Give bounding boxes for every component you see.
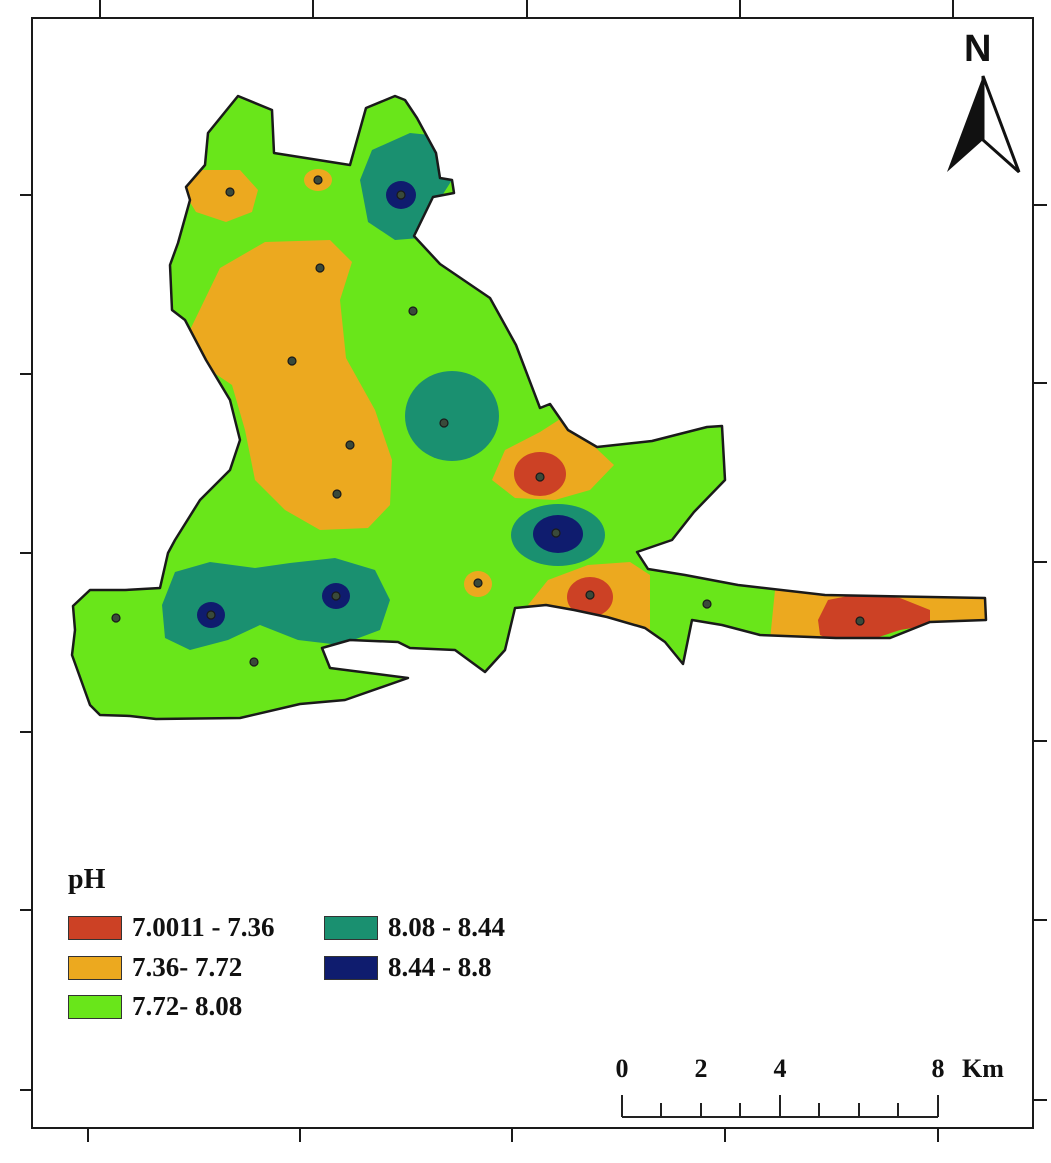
legend-label: 8.44 - 8.8: [388, 952, 492, 982]
legend-item-class-1: 7.0011 - 7.36: [68, 912, 275, 943]
legend-item-class-4: 8.08 - 8.44: [324, 912, 505, 943]
sample-point: [206, 610, 216, 620]
sample-point: [439, 418, 449, 428]
legend-swatch: [324, 955, 378, 980]
sample-point: [585, 590, 595, 600]
legend-swatch: [68, 915, 122, 940]
legend-item-class-3: 7.72- 8.08: [68, 991, 242, 1022]
study-area-boundary: [70, 94, 988, 721]
legend-title: pH: [68, 864, 106, 895]
legend-swatch: [68, 955, 122, 980]
sample-point: [315, 263, 325, 273]
legend-label: 7.72- 8.08: [132, 991, 243, 1021]
sample-point: [408, 306, 418, 316]
sample-point: [111, 613, 121, 623]
legend-item-class-2: 7.36- 7.72: [68, 952, 242, 983]
ph-surface: [72, 96, 986, 719]
legend-swatch: [324, 915, 378, 940]
scale-tick-label: 0: [615, 1054, 629, 1083]
sample-point: [702, 599, 712, 609]
sample-point: [473, 578, 483, 588]
frame-ticks: [20, 0, 1047, 1142]
scale-tick-label: 8: [931, 1054, 945, 1083]
legend-swatch: [68, 994, 122, 1019]
sample-point: [332, 489, 342, 499]
sample-point: [535, 472, 545, 482]
legend-label: 7.0011 - 7.36: [132, 912, 275, 942]
legend-label: 8.08 - 8.44: [388, 912, 505, 942]
north-label: N: [964, 28, 992, 70]
sample-point: [345, 440, 355, 450]
legend-label: 7.36- 7.72: [132, 952, 243, 982]
legend-item-class-5: 8.44 - 8.8: [324, 952, 492, 983]
sample-point: [249, 657, 259, 667]
scale-tick-label: 2: [694, 1054, 708, 1083]
sample-point: [287, 356, 297, 366]
scale-unit: Km: [962, 1054, 1004, 1083]
scale-bar: [621, 1095, 939, 1118]
sample-point: [313, 175, 323, 185]
sample-point: [855, 616, 865, 626]
sample-point: [331, 591, 341, 601]
sample-point: [551, 528, 561, 538]
sample-points: [111, 175, 865, 667]
north-arrow-icon: [947, 75, 1021, 174]
sample-point: [396, 190, 406, 200]
scale-tick-label: 4: [773, 1054, 787, 1083]
sample-point: [225, 187, 235, 197]
map-frame: [31, 17, 1034, 1129]
